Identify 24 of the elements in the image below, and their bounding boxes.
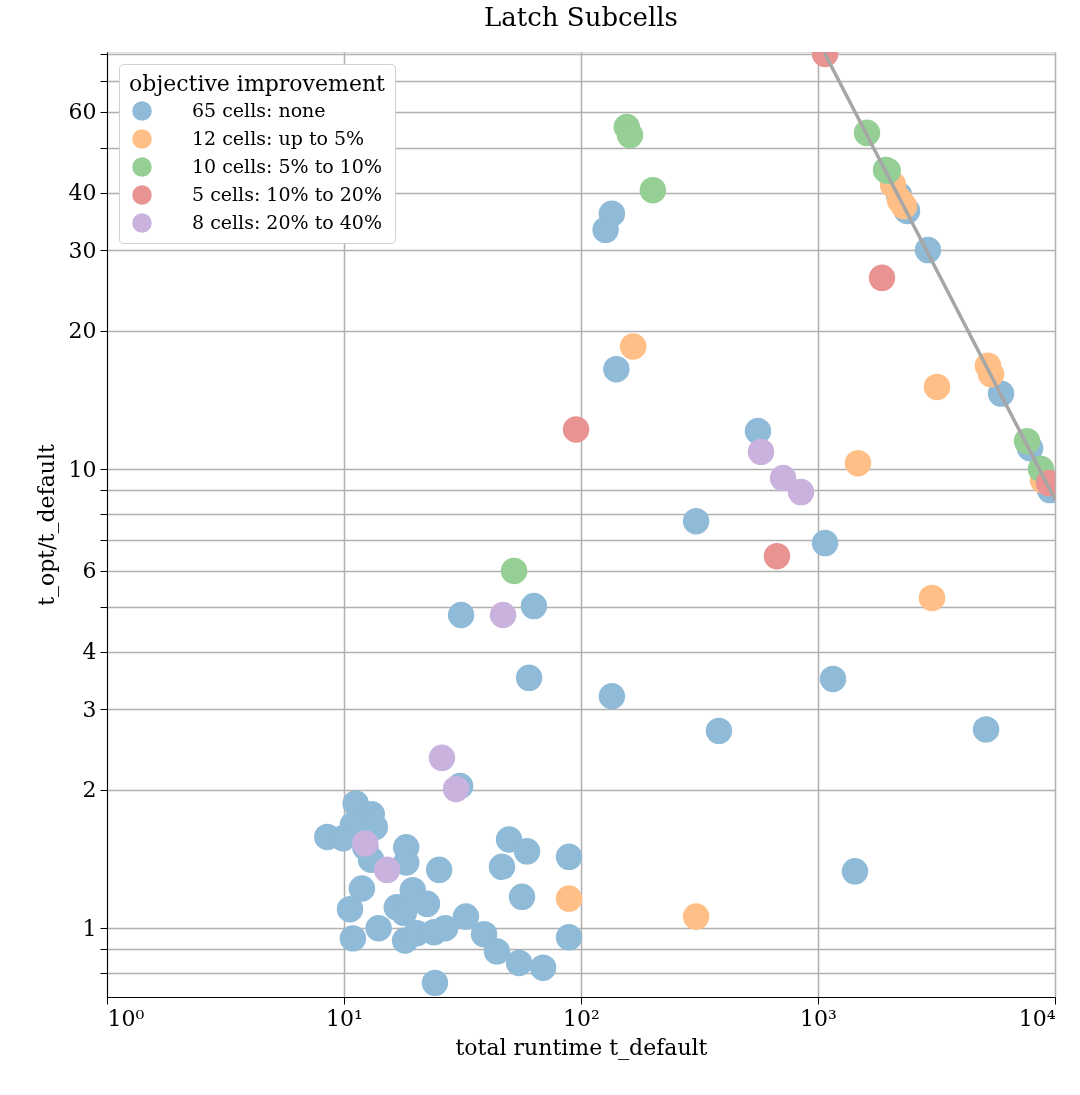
x-tick-label: 10¹ xyxy=(326,1005,363,1031)
chart-title: Latch Subcells xyxy=(484,2,678,33)
y-tick-label: 40 xyxy=(68,180,97,206)
x-tick-label: 10⁰ xyxy=(107,1005,145,1031)
y-tick-label: 30 xyxy=(68,237,97,263)
legend-label: 12 cells: up to 5% xyxy=(192,127,365,149)
x-tick-label: 10⁴ xyxy=(1018,1005,1056,1031)
y-tick-label: 1 xyxy=(82,915,97,941)
x-tick-label: 10² xyxy=(563,1005,600,1031)
y-tick-label: 10 xyxy=(68,456,97,482)
legend-label: 5 cells: 10% to 20% xyxy=(192,183,382,205)
x-tick-label: 10³ xyxy=(800,1005,837,1031)
legend-label: 8 cells: 20% to 40% xyxy=(192,211,382,233)
legend-title: objective improvement xyxy=(129,71,386,96)
legend-label: 10 cells: 5% to 10% xyxy=(192,155,382,177)
y-tick-label: 20 xyxy=(68,318,97,344)
y-axis-title: t_opt/t_default xyxy=(33,444,59,606)
legend-label: 65 cells: none xyxy=(192,99,326,121)
y-tick-label: 3 xyxy=(82,696,97,722)
y-tick-label: 4 xyxy=(82,639,97,665)
x-axis-title: total runtime t_default xyxy=(455,1034,708,1060)
y-tick-label: 60 xyxy=(68,99,97,125)
y-tick-label: 2 xyxy=(82,777,97,803)
y-tick-label: 6 xyxy=(82,558,97,584)
